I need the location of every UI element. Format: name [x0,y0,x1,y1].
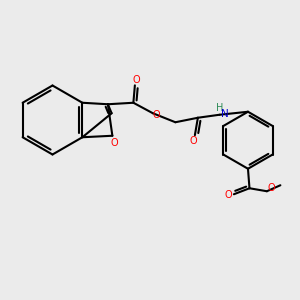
Text: O: O [110,138,118,148]
Text: O: O [190,136,197,146]
Text: O: O [133,75,140,85]
Text: N: N [221,109,229,118]
Text: O: O [225,190,232,200]
Text: H: H [216,103,224,113]
Text: O: O [267,183,275,193]
Text: O: O [152,110,160,120]
